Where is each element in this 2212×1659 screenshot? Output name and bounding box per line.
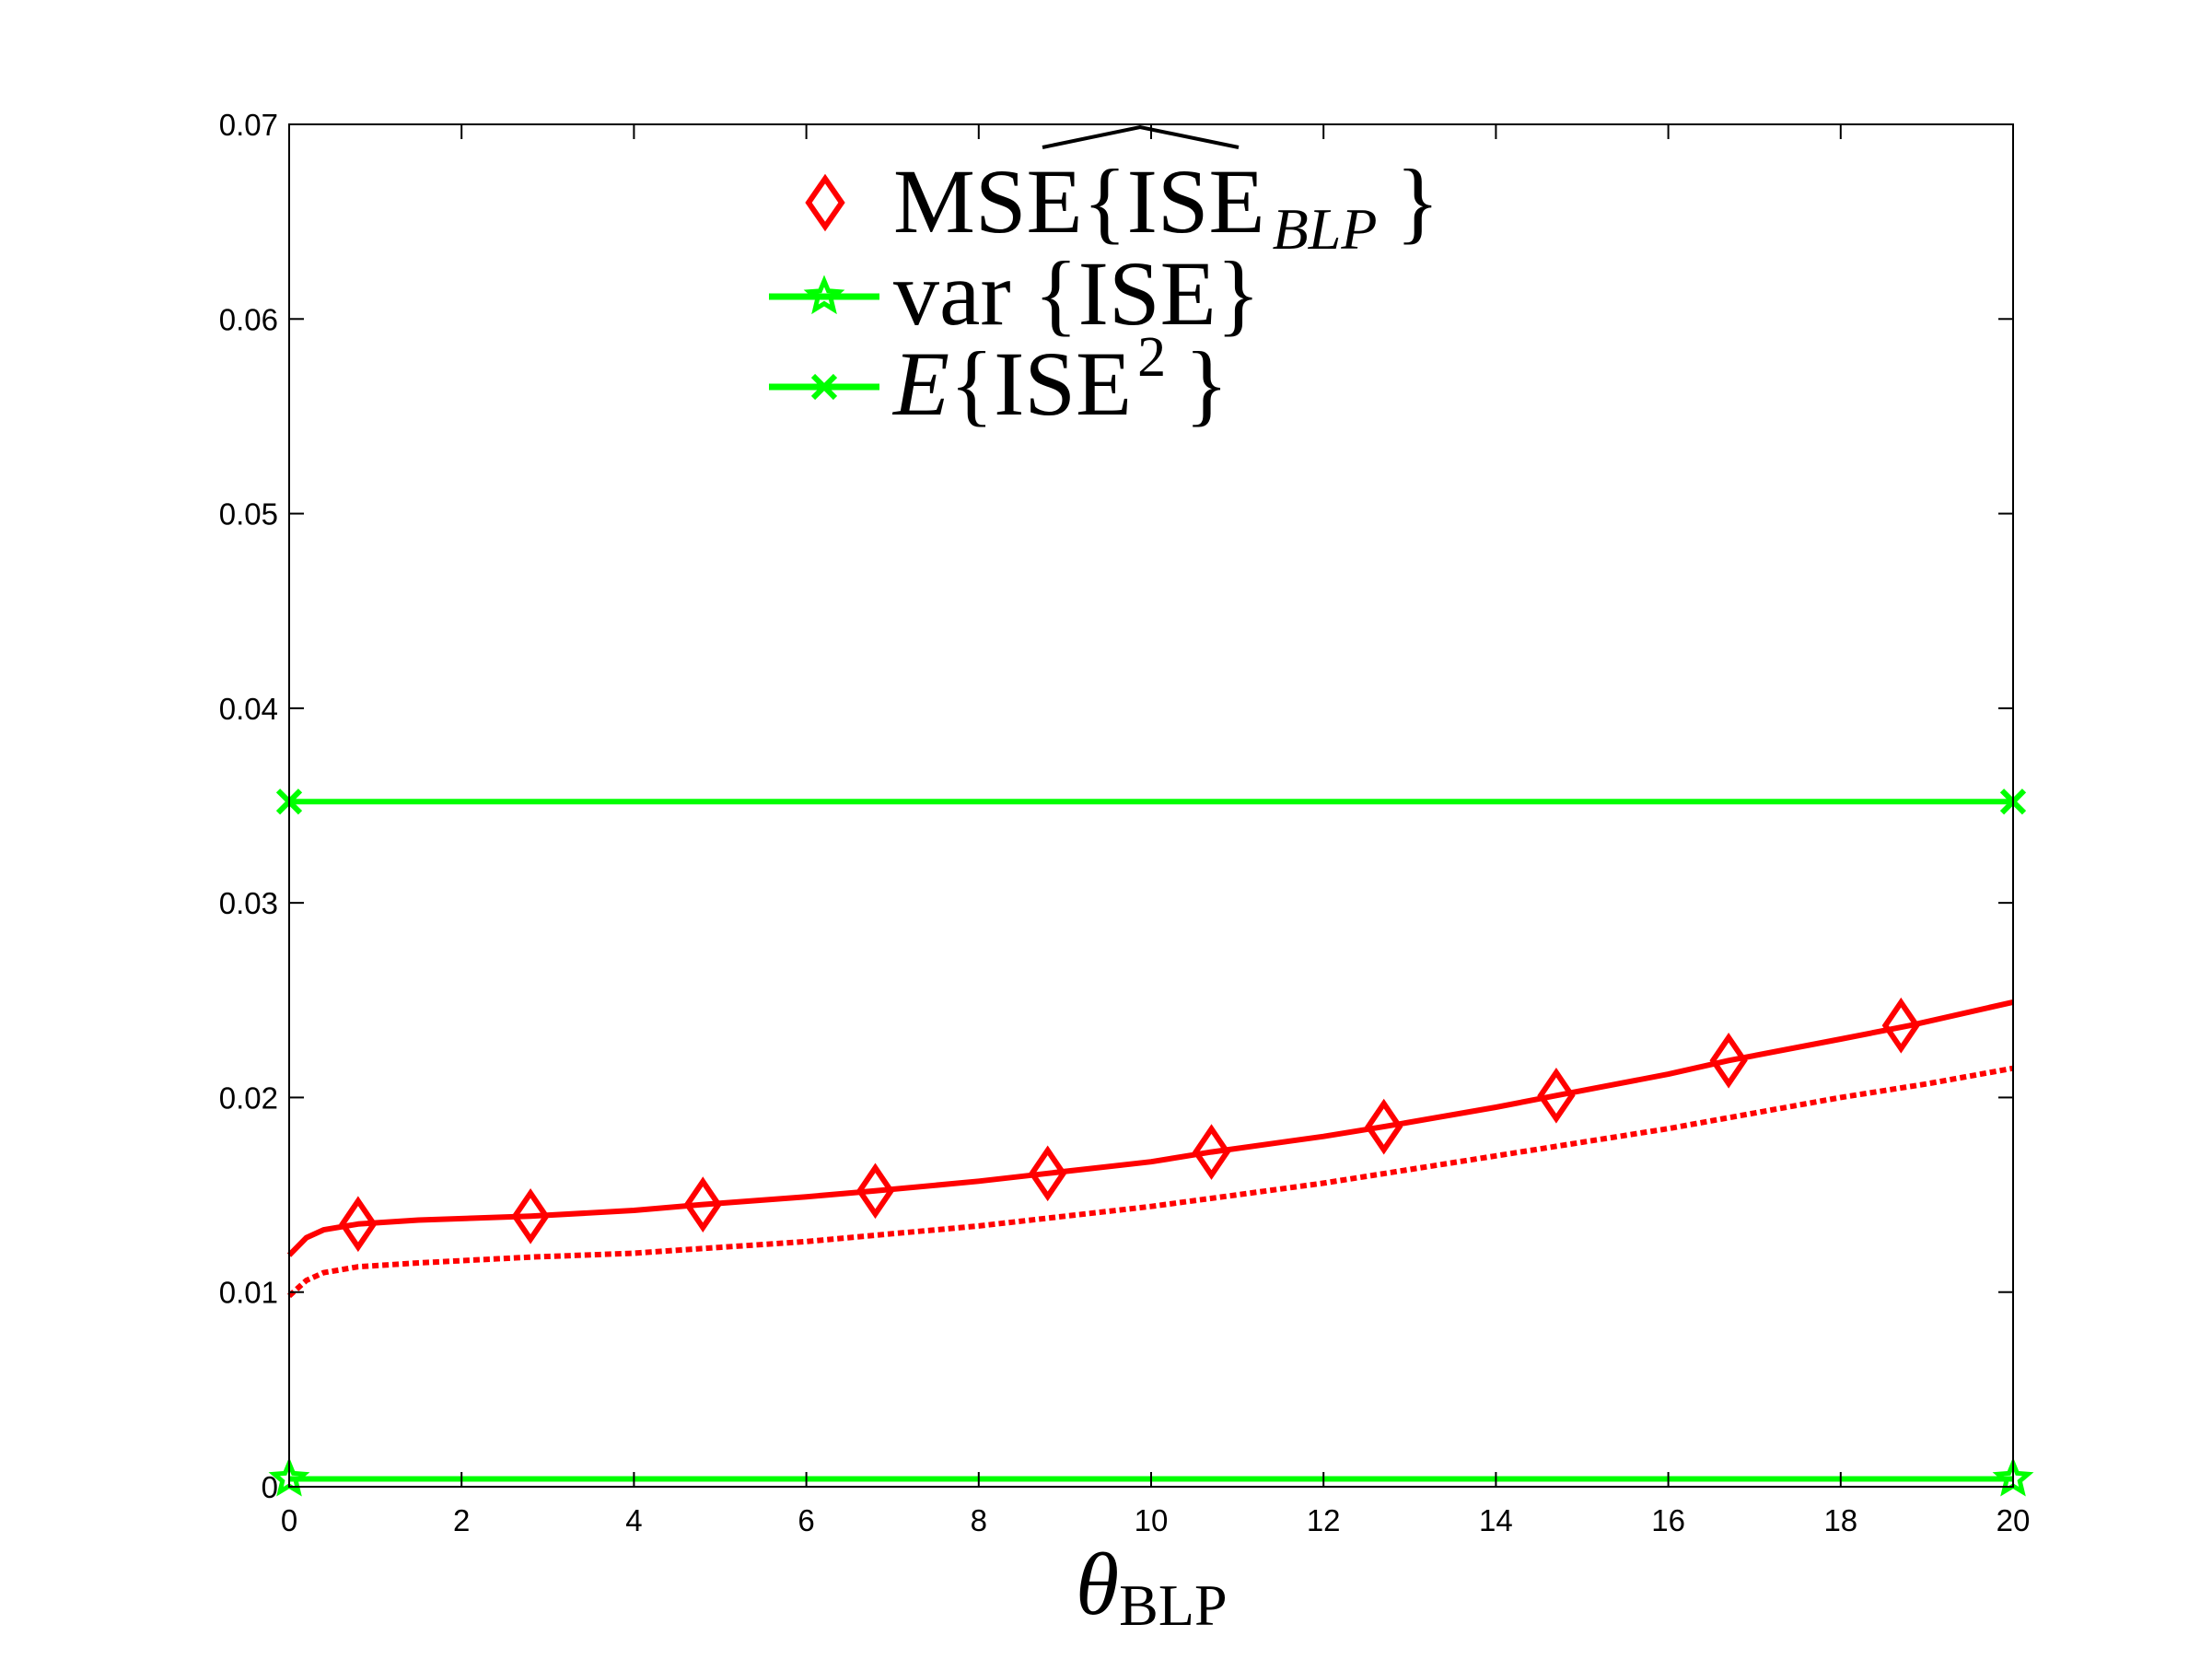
legend-e-close: } xyxy=(1184,333,1228,435)
legend-entry-e: E{ISE2} xyxy=(769,326,1228,435)
x-tick-label: 20 xyxy=(1997,1503,2031,1537)
diamond-marker xyxy=(339,1196,378,1253)
diamond-marker xyxy=(1881,997,1920,1054)
x-tick-label: 0 xyxy=(281,1503,297,1537)
axes: 0 2 4 6 8 10 12 14 16 18 20 0 0.01 0.02 0.03 0.04 0.05 0.… xyxy=(219,108,2031,1537)
x-axis-label: θBLP xyxy=(1076,1535,1228,1638)
series-line-1 xyxy=(286,1065,2014,1299)
legend-entry-mse: MSE{ISE BLP} xyxy=(805,124,1439,262)
x-tick-label: 14 xyxy=(1479,1503,1513,1537)
diamond-marker xyxy=(683,1176,722,1233)
diamond-marker xyxy=(511,1187,550,1244)
diamond-marker xyxy=(856,1162,895,1220)
x-tick-label: 6 xyxy=(797,1503,814,1537)
x-tick-label: 16 xyxy=(1651,1503,1685,1537)
diamond-marker xyxy=(1537,1067,1576,1124)
y-tick-label: 0.07 xyxy=(219,108,278,142)
x-tick-label: 8 xyxy=(971,1503,987,1537)
legend-e-sup: 2 xyxy=(1137,326,1166,389)
x-tick-label: 12 xyxy=(1307,1503,1341,1537)
y-tick-label: 0.04 xyxy=(219,692,278,726)
series-line-0 xyxy=(286,999,2014,1257)
legend-e-label: E{ISE2} xyxy=(891,326,1228,435)
legend-entry-var: var {ISE} xyxy=(769,242,1261,345)
y-tick-label: 0.03 xyxy=(219,886,278,920)
diamond-marker xyxy=(1192,1124,1231,1180)
diamond-marker xyxy=(1029,1145,1067,1202)
diamond-marker xyxy=(1365,1098,1403,1155)
y-tick-label: 0.06 xyxy=(219,302,278,336)
legend: MSE{ISE BLP} var {ISE} E{ISE2} xyxy=(769,124,1439,435)
diamond-marker xyxy=(1709,1032,1748,1089)
legend-var-star-marker xyxy=(803,275,845,315)
x-tick-label: 2 xyxy=(453,1503,470,1537)
y-tick-label: 0 xyxy=(262,1470,278,1504)
legend-mse-diamond-marker xyxy=(805,173,845,232)
y-tick-label: 0.05 xyxy=(219,497,278,532)
legend-mse-hat xyxy=(1042,124,1240,149)
y-tick-label: 0.01 xyxy=(219,1276,278,1310)
legend-var-label: var {ISE} xyxy=(893,242,1261,345)
x-tick-label: 4 xyxy=(625,1503,642,1537)
legend-mse-close: } xyxy=(1395,150,1439,252)
y-tick-label: 0.02 xyxy=(219,1081,278,1115)
x-tick-label: 18 xyxy=(1823,1503,1857,1537)
legend-e-x-marker xyxy=(810,373,838,401)
legend-mse-sub: BLP xyxy=(1273,196,1378,262)
x-axis-label-sub: BLP xyxy=(1119,1572,1227,1638)
legend-mse-label: MSE{ISE BLP} xyxy=(893,150,1439,262)
plot-area xyxy=(268,789,2034,1497)
x-tick-label: 10 xyxy=(1135,1503,1169,1537)
